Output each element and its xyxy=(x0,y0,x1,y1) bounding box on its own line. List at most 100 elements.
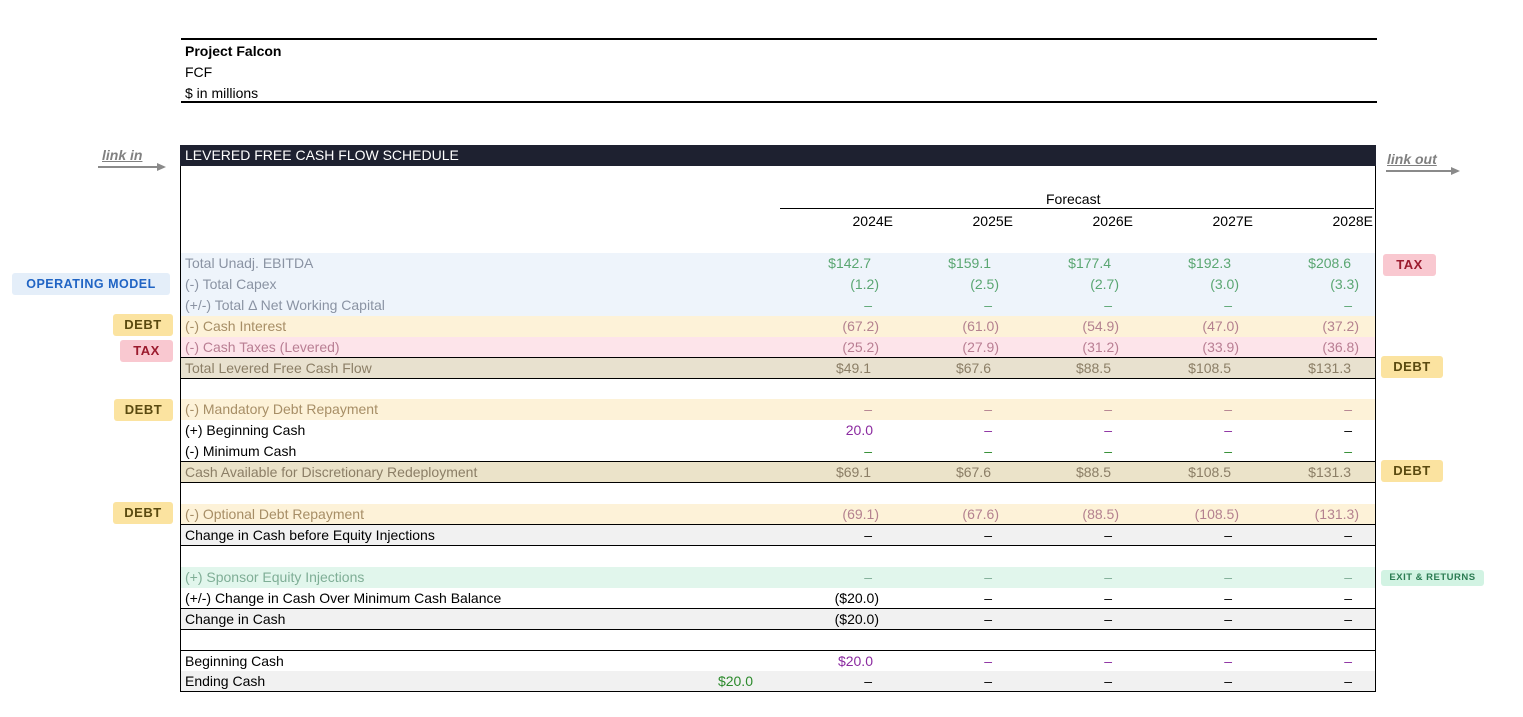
cell-value: – xyxy=(984,297,992,313)
cell-value: ($20.0) xyxy=(834,590,879,606)
cell-value: $131.3 xyxy=(1308,464,1351,480)
cell-value: (67.2) xyxy=(842,318,879,334)
link-out-arrow-icon xyxy=(1386,167,1460,175)
cell-value: (25.2) xyxy=(842,339,879,355)
cell-value: – xyxy=(984,443,992,459)
cell-value: $108.5 xyxy=(1188,464,1231,480)
row-label: (+/-) Total Δ Net Working Capital xyxy=(185,297,385,313)
cell-value: $88.5 xyxy=(1075,464,1111,480)
cell-value: – xyxy=(1224,611,1232,627)
cell-value: $67.6 xyxy=(955,464,991,480)
tag-operating-model[interactable]: OPERATING MODEL xyxy=(12,273,170,295)
cell-value: (69.1) xyxy=(842,506,879,522)
tag-tax[interactable]: TAX xyxy=(1383,254,1436,276)
tag-debt[interactable]: DEBT xyxy=(1381,460,1443,482)
cell-value: – xyxy=(1344,422,1352,438)
cell-value: – xyxy=(1224,443,1232,459)
cell-value: – xyxy=(864,527,872,543)
tag-debt[interactable]: DEBT xyxy=(114,399,173,421)
cell-value: – xyxy=(984,590,992,606)
year-header: 2028E xyxy=(1332,213,1373,229)
cell-value: – xyxy=(864,443,872,459)
row-cash-interest: (-) Cash Interest (67.2) (61.0) (54.9) (… xyxy=(181,316,1375,337)
cell-value: $177.4 xyxy=(1068,255,1111,271)
cell-value: – xyxy=(1224,653,1232,669)
cell-value: – xyxy=(1224,297,1232,313)
cell-value: – xyxy=(864,401,872,417)
cell-value: (3.0) xyxy=(1210,276,1239,292)
row-label: (-) Total Capex xyxy=(185,276,277,292)
cell-value: (67.6) xyxy=(962,506,999,522)
cell-value: – xyxy=(1104,569,1112,585)
cell-value: – xyxy=(984,401,992,417)
year-header: 2026E xyxy=(1092,213,1133,229)
cell-value: $88.5 xyxy=(1075,360,1111,376)
row-label: (+) Beginning Cash xyxy=(185,422,306,438)
row-mandatory-debt: (-) Mandatory Debt Repayment – – – – – xyxy=(181,399,1375,420)
row-label: Cash Available for Discretionary Redeplo… xyxy=(185,464,478,480)
cell-value: $108.5 xyxy=(1188,360,1231,376)
project-subtitle: FCF xyxy=(185,64,213,80)
cell-value: – xyxy=(1104,653,1112,669)
year-header: 2024E xyxy=(852,213,893,229)
cell-value: – xyxy=(1344,611,1352,627)
schedule-title: LEVERED FREE CASH FLOW SCHEDULE xyxy=(180,145,1376,166)
cell-value: $208.6 xyxy=(1308,255,1351,271)
cell-value: – xyxy=(1224,527,1232,543)
cell-value: – xyxy=(1104,673,1112,689)
cell-value: $67.6 xyxy=(955,360,991,376)
cell-value: – xyxy=(1224,590,1232,606)
tag-tax[interactable]: TAX xyxy=(120,340,173,362)
row-capex: (-) Total Capex (1.2) (2.5) (2.7) (3.0) … xyxy=(181,274,1375,295)
cell-value: – xyxy=(1104,611,1112,627)
cell-value: (1.2) xyxy=(850,276,879,292)
cell-value: (3.3) xyxy=(1330,276,1359,292)
row-sponsor-equity: (+) Sponsor Equity Injections – – – – – xyxy=(181,567,1375,588)
link-in-label[interactable]: link in xyxy=(102,147,143,163)
cell-value: $49.1 xyxy=(835,360,871,376)
cell-value: (88.5) xyxy=(1082,506,1119,522)
tag-debt[interactable]: DEBT xyxy=(113,502,173,524)
row-cash-available: Cash Available for Discretionary Redeplo… xyxy=(181,461,1375,483)
row-label: Change in Cash xyxy=(185,611,286,627)
row-label: (-) Mandatory Debt Repayment xyxy=(185,401,378,417)
cell-value: – xyxy=(1104,297,1112,313)
row-nwc: (+/-) Total Δ Net Working Capital – – – … xyxy=(181,295,1375,316)
cell-value: (37.2) xyxy=(1322,318,1359,334)
cell-value: – xyxy=(1224,401,1232,417)
cell-value: – xyxy=(1104,443,1112,459)
cell-value: – xyxy=(1344,653,1352,669)
cell-value: (27.9) xyxy=(962,339,999,355)
cell-value: $69.1 xyxy=(835,464,871,480)
tag-debt[interactable]: DEBT xyxy=(1381,356,1443,378)
cell-value: (47.0) xyxy=(1202,318,1239,334)
cell-value: $20.0 xyxy=(837,653,873,669)
year-header: 2025E xyxy=(972,213,1013,229)
cell-value: (108.5) xyxy=(1194,506,1239,522)
cell-value: – xyxy=(1104,527,1112,543)
year-header: 2027E xyxy=(1212,213,1253,229)
cell-value: – xyxy=(1344,401,1352,417)
cell-value: $142.7 xyxy=(828,255,871,271)
cell-value: – xyxy=(1224,422,1232,438)
cell-value: – xyxy=(1344,443,1352,459)
row-optional-debt: (-) Optional Debt Repayment (69.1) (67.6… xyxy=(181,504,1375,525)
cell-value: – xyxy=(1344,297,1352,313)
cell-value: – xyxy=(1224,569,1232,585)
cell-value: – xyxy=(1344,590,1352,606)
row-label: (-) Optional Debt Repayment xyxy=(185,506,364,522)
cell-value: (131.3) xyxy=(1314,506,1359,522)
row-minimum-cash: (-) Minimum Cash – – – – – xyxy=(181,441,1375,462)
row-label: (-) Minimum Cash xyxy=(185,443,297,459)
tag-debt[interactable]: DEBT xyxy=(113,314,173,336)
cell-value: – xyxy=(1104,422,1112,438)
units-label: $ in millions xyxy=(185,85,259,101)
cell-value: $20.0 xyxy=(717,673,753,689)
row-change-in-cash: Change in Cash ($20.0) – – – – xyxy=(181,608,1375,630)
link-in-arrow-icon xyxy=(98,163,166,171)
tag-exit-returns[interactable]: EXIT & RETURNS xyxy=(1381,570,1484,586)
schedule-frame xyxy=(180,145,1376,692)
link-out-label[interactable]: link out xyxy=(1387,151,1437,167)
row-label: (-) Cash Taxes (Levered) xyxy=(185,339,340,355)
cell-value: – xyxy=(984,611,992,627)
